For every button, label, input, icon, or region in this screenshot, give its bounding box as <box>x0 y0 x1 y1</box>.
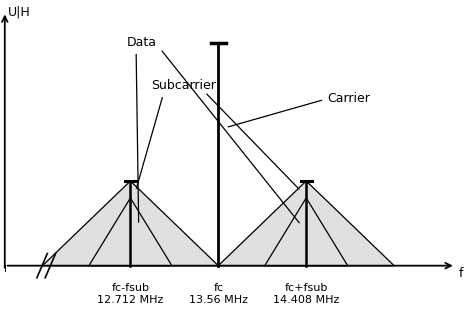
Text: Subcarrier: Subcarrier <box>137 79 216 188</box>
Polygon shape <box>219 181 394 266</box>
Text: fc-fsub: fc-fsub <box>111 283 149 293</box>
Text: Carrier: Carrier <box>228 92 370 127</box>
Text: 12.712 MHz: 12.712 MHz <box>97 295 164 305</box>
Polygon shape <box>43 181 219 266</box>
Text: 13.56 MHz: 13.56 MHz <box>189 295 248 305</box>
Polygon shape <box>89 198 172 266</box>
Polygon shape <box>265 198 347 266</box>
Text: Data: Data <box>127 36 157 222</box>
Text: 14.408 MHz: 14.408 MHz <box>273 295 339 305</box>
Text: f: f <box>459 267 463 280</box>
Text: fc: fc <box>213 283 223 293</box>
Text: fc+fsub: fc+fsub <box>284 283 328 293</box>
Text: U|H: U|H <box>8 6 31 19</box>
